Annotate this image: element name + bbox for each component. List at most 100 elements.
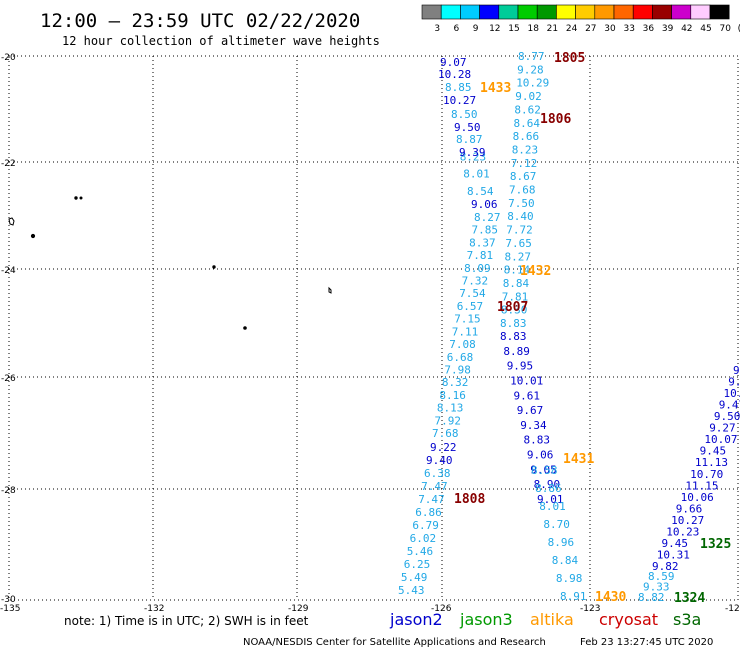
wave-height-value: 8.32 <box>442 376 469 389</box>
wave-height-value: 5.49 <box>401 571 428 584</box>
lon-label: -132 <box>144 604 164 614</box>
wave-height-value: 9.45 <box>662 537 689 550</box>
wave-height-value: 6.79 <box>412 519 439 532</box>
legend-label: 70 <box>719 24 731 34</box>
wave-height-value: 9.07 <box>440 56 467 69</box>
map-subtitle: 12 hour collection of altimeter wave hei… <box>62 34 380 48</box>
wave-height-value: 10.06 <box>681 491 714 504</box>
wave-height-value: 8.58 <box>531 464 558 477</box>
time-label-1325: 1325 <box>700 537 731 552</box>
wave-height-value: 9.27 <box>709 422 736 435</box>
legend-altika: altika <box>530 610 574 629</box>
wave-height-value: 9.82 <box>652 560 679 573</box>
legend-label: (ft) <box>738 24 740 34</box>
wave-height-value: 7.65 <box>505 237 532 250</box>
wave-height-value: 9.95 <box>733 364 740 377</box>
wave-height-value: 8.67 <box>510 170 537 183</box>
legend-label: 45 <box>700 24 711 34</box>
wave-height-value: 8.09 <box>464 262 491 275</box>
islands <box>8 196 332 330</box>
wave-height-value: 8.27 <box>505 250 532 263</box>
wave-height-value: 9.01 <box>537 493 564 506</box>
wave-height-value: 8.62 <box>514 103 541 116</box>
legend-swatch <box>460 4 480 20</box>
time-label-1324: 1324 <box>674 591 705 606</box>
lat-label: -28 <box>1 486 16 496</box>
wave-height-value: 9.61 <box>514 389 541 402</box>
island <box>328 286 332 294</box>
wave-height-value: 5.43 <box>398 584 425 597</box>
legend-swatch <box>536 4 557 20</box>
wave-height-value: 9.50 <box>454 121 481 134</box>
wave-height-value: 7.68 <box>432 427 459 440</box>
wave-height-value: 9.39 <box>459 146 486 159</box>
wave-height-value: 9.45 <box>700 445 727 458</box>
island <box>8 217 15 226</box>
footer-timestamp: Feb 23 13:27:45 UTC 2020 <box>580 637 713 648</box>
legend-swatch <box>421 4 442 20</box>
wave-height-value: 10.01 <box>510 375 543 388</box>
legend-label: 15 <box>508 24 519 34</box>
lat-label: -20 <box>1 53 16 63</box>
wave-height-value: 8.85 <box>445 81 472 94</box>
wave-height-value: 10.27 <box>671 514 704 527</box>
wave-height-value: 6.68 <box>447 351 474 364</box>
wave-height-value: 8.70 <box>543 518 570 531</box>
legend-label: 36 <box>643 24 655 34</box>
wave-height-value: 9.05 <box>530 463 557 476</box>
wave-height-value: 8.37 <box>469 236 496 249</box>
legend-label: 18 <box>527 24 539 34</box>
time-label-1433: 1433 <box>480 81 511 96</box>
wave-height-value: 9.47 <box>719 399 740 412</box>
legend-label: 42 <box>681 24 692 34</box>
wave-height-value: 6.86 <box>415 506 442 519</box>
island <box>74 196 78 200</box>
footer-note: note: 1) Time is in UTC; 2) SWH is in fe… <box>64 614 309 628</box>
time-label-1432: 1432 <box>520 264 551 279</box>
wave-height-value: 9.34 <box>520 419 547 432</box>
wave-height-value: 8.13 <box>437 402 464 415</box>
island <box>79 196 83 200</box>
wave-height-value: 7.68 <box>509 184 536 197</box>
wave-height-value: 10.28 <box>438 68 471 81</box>
legend-label: 3 <box>434 24 440 34</box>
wave-height-value: 7.08 <box>449 338 476 351</box>
wave-height-value: 8.90 <box>534 478 561 491</box>
wave-height-value: 7.81 <box>502 290 529 303</box>
legend-swatch <box>575 4 596 20</box>
legend-swatch <box>671 4 692 20</box>
legend-swatch <box>690 4 711 20</box>
lat-label: -26 <box>1 374 16 384</box>
wave-height-value: 8.86 <box>535 482 562 495</box>
wave-height-value: 9.22 <box>430 441 457 454</box>
wave-height-value: 9.33 <box>643 581 670 594</box>
wave-height-value: 8.50 <box>451 108 478 121</box>
map-grid <box>8 55 739 601</box>
track-c: 9.959.7910.159.479.509.2710.079.4511.131… <box>638 364 740 604</box>
legend-swatch <box>613 4 634 20</box>
legend-swatch <box>652 4 672 20</box>
wave-height-value: 8.23 <box>512 143 539 156</box>
wave-height-value: 7.47 <box>418 493 445 506</box>
legend-swatch <box>440 4 461 20</box>
legend-swatch <box>517 4 538 20</box>
lon-axis-labels: -135 -132 -129 -126 -123 -120 <box>0 604 740 614</box>
legend-swatch <box>498 4 519 20</box>
wave-height-value: 8.40 <box>507 210 534 223</box>
legend-jason3: jason3 <box>459 610 513 629</box>
wave-height-value: 8.14 <box>504 264 531 277</box>
lat-axis-labels: -20 -22 -24 -26 -28 -30 <box>1 53 16 605</box>
wave-height-value: 8.89 <box>503 345 530 358</box>
footer-credit: NOAA/NESDIS Center for Satellite Applica… <box>243 637 546 648</box>
legend-swatch <box>632 4 653 20</box>
legend-s3a: s3a <box>673 610 701 629</box>
wave-height-value: 8.83 <box>524 434 551 447</box>
lon-label: -123 <box>580 604 600 614</box>
legend-swatch <box>594 4 615 20</box>
wave-height-value: 10.29 <box>516 77 549 90</box>
legend-label: 12 <box>489 24 500 34</box>
wave-height-value: 8.54 <box>467 185 494 198</box>
wave-height-value: 9.50 <box>714 410 740 423</box>
